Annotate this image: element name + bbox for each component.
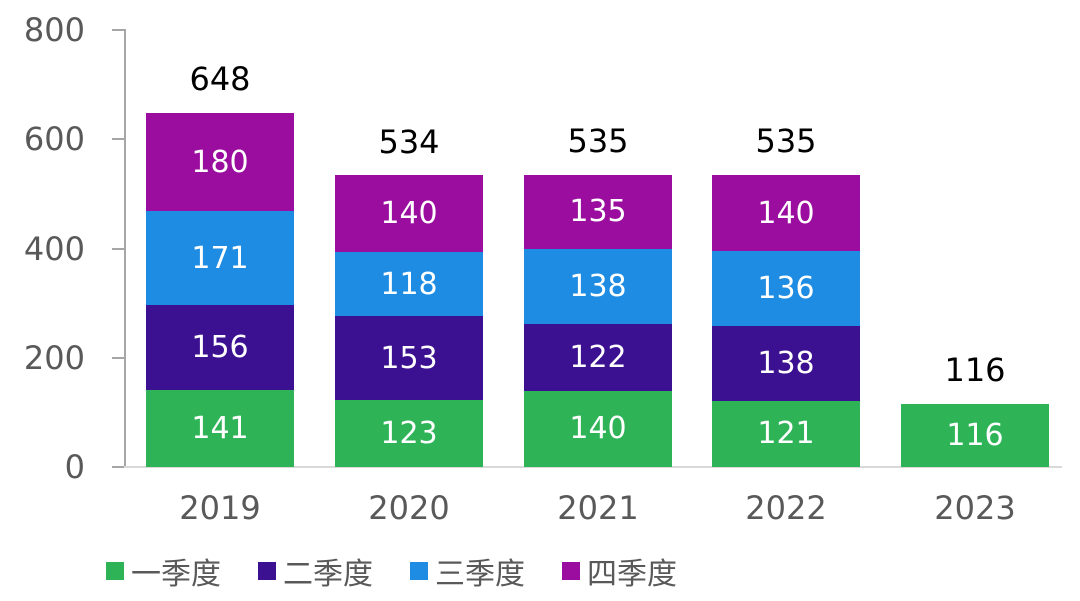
segment-value-label: 121 (757, 416, 815, 452)
segment-value-label: 156 (191, 329, 249, 365)
legend-item: 一季度 (106, 549, 221, 593)
bar-segment: 180 (146, 113, 294, 212)
segment-value-label: 141 (191, 410, 249, 446)
segment-value-label: 140 (757, 195, 815, 231)
segment-value-label: 135 (569, 194, 627, 230)
bar-segment: 140 (524, 390, 672, 467)
bar-group: 648 180 171 156 141 2019 (146, 60, 294, 527)
bar-stack: 180 171 156 141 (146, 113, 294, 467)
bar-segment: 118 (335, 251, 483, 317)
bar-segment: 156 (146, 304, 294, 390)
y-axis-line (124, 29, 126, 468)
y-axis-tick (112, 466, 126, 468)
bar-segment: 153 (335, 316, 483, 400)
legend-label: 四季度 (587, 557, 677, 592)
segment-value-label: 123 (380, 415, 438, 451)
legend-swatch-icon (106, 562, 124, 580)
y-axis-tick-label: 200 (23, 338, 85, 377)
bar-segment: 123 (335, 399, 483, 467)
bar-stack: 135 138 122 140 (524, 174, 672, 467)
segment-value-label: 122 (569, 339, 627, 375)
segment-value-label: 140 (380, 196, 438, 232)
total-label: 534 (378, 122, 440, 161)
bar-segment: 136 (712, 251, 860, 326)
legend-item: 三季度 (410, 549, 525, 593)
legend-swatch-icon (410, 562, 428, 580)
legend-swatch-icon (562, 562, 580, 580)
bar-group: 535 135 138 122 140 2021 (524, 121, 672, 527)
bar-segment: 122 (524, 323, 672, 391)
bar-group: 535 140 136 138 121 2022 (712, 121, 860, 527)
total-label: 535 (567, 121, 629, 160)
legend: 一季度 二季度 三季度 四季度 (106, 549, 677, 593)
segment-value-label: 171 (191, 240, 249, 276)
bar-stack: 140 136 138 121 (712, 174, 860, 467)
bar-group: 534 140 118 153 123 2020 (335, 122, 483, 527)
x-axis-label: 2019 (179, 489, 261, 527)
bar-segment: 141 (146, 389, 294, 467)
legend-label: 三季度 (435, 557, 525, 592)
segment-value-label: 140 (569, 411, 627, 447)
bar-segment: 171 (146, 211, 294, 305)
bar-segment: 121 (712, 400, 860, 467)
y-axis-tick-label: 400 (23, 229, 85, 268)
legend-item: 四季度 (562, 549, 677, 593)
bar-segment: 135 (524, 174, 672, 249)
total-label: 535 (755, 121, 817, 160)
segment-value-label: 153 (380, 340, 438, 376)
y-axis-tick (112, 29, 126, 31)
bar-stack: 116 (901, 403, 1049, 467)
segment-value-label: 138 (757, 345, 815, 381)
bar-segment: 140 (335, 175, 483, 252)
bar-segment: 138 (712, 325, 860, 401)
x-axis-line (124, 466, 1062, 468)
bar-segment: 140 (712, 174, 860, 252)
x-axis-label: 2023 (934, 489, 1016, 527)
bar-segment: 116 (901, 403, 1049, 467)
segment-value-label: 136 (757, 270, 815, 306)
total-label: 116 (944, 350, 1006, 389)
segment-value-label: 138 (569, 268, 627, 304)
bar-group: 116 116 2023 (901, 350, 1049, 527)
y-axis-tick (112, 138, 126, 141)
x-axis-label: 2022 (745, 489, 827, 527)
y-axis-tick-label: 0 (64, 448, 85, 486)
y-axis-tick (112, 247, 126, 250)
total-label: 648 (189, 60, 251, 99)
x-axis-label: 2021 (557, 489, 639, 527)
legend-label: 二季度 (283, 557, 373, 592)
x-axis-label: 2020 (368, 489, 450, 527)
y-axis-tick (112, 356, 126, 359)
legend-item: 二季度 (258, 549, 373, 593)
y-axis-tick-label: 800 (23, 11, 85, 49)
segment-value-label: 118 (380, 266, 438, 302)
legend-label: 一季度 (131, 557, 221, 592)
y-axis-tick-label: 600 (23, 120, 85, 159)
segment-value-label: 180 (191, 144, 249, 180)
legend-swatch-icon (258, 562, 276, 580)
segment-value-label: 116 (946, 417, 1004, 453)
bar-stack: 140 118 153 123 (335, 175, 483, 467)
bar-segment: 138 (524, 248, 672, 324)
